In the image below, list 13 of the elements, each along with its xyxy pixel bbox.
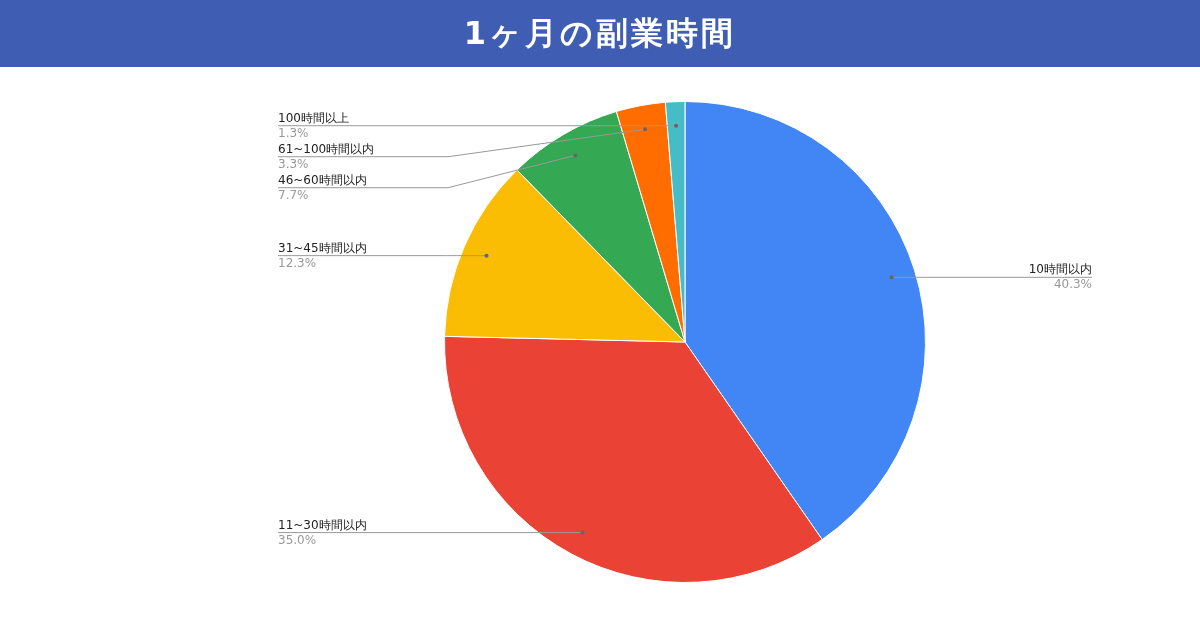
data-label: 3.3% — [278, 156, 309, 171]
data-label: 35.0% — [278, 532, 317, 547]
data-label: 7.7% — [278, 187, 309, 202]
slice-label: 61~100時間以内 — [278, 141, 375, 156]
chart-title: 1ヶ月の副業時間 — [0, 0, 1200, 67]
data-label: 12.3% — [278, 255, 317, 270]
slice-label: 31~45時間以内 — [278, 240, 367, 255]
slice-label: 11~30時間以内 — [278, 517, 367, 532]
slice-label: 100時間以上 — [278, 110, 349, 125]
slice-label: 10時間以内 — [1028, 262, 1092, 277]
data-label: 40.3% — [1053, 277, 1092, 292]
data-label: 1.3% — [278, 125, 309, 140]
slice-label: 46~60時間以内 — [278, 172, 367, 187]
